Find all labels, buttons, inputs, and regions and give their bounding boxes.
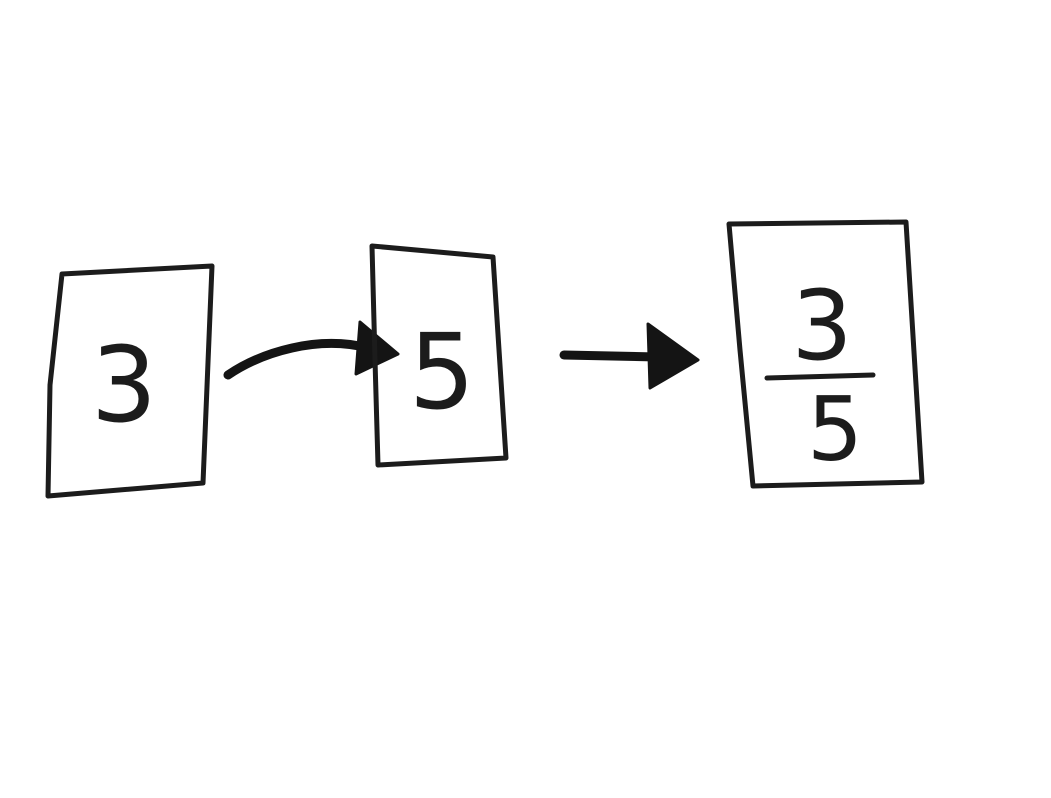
- card-first-border: [45, 263, 215, 499]
- card-first-value: 3: [91, 324, 157, 446]
- fraction-denominator: 5: [807, 378, 863, 481]
- card-first: 3: [45, 263, 215, 499]
- card-second: 5: [369, 243, 509, 468]
- fraction-bar: [764, 372, 876, 381]
- card-result: 3 5: [726, 219, 925, 489]
- card-result-border: [726, 219, 925, 489]
- fraction-numerator: 3: [791, 270, 852, 382]
- straight-arrow-head: [646, 322, 700, 390]
- straight-arrow-line: [559, 350, 663, 362]
- card-second-value: 5: [409, 311, 475, 433]
- card-second-border: [369, 243, 509, 468]
- curved-arrow-line: [223, 338, 373, 380]
- straight-arrow: [559, 322, 700, 390]
